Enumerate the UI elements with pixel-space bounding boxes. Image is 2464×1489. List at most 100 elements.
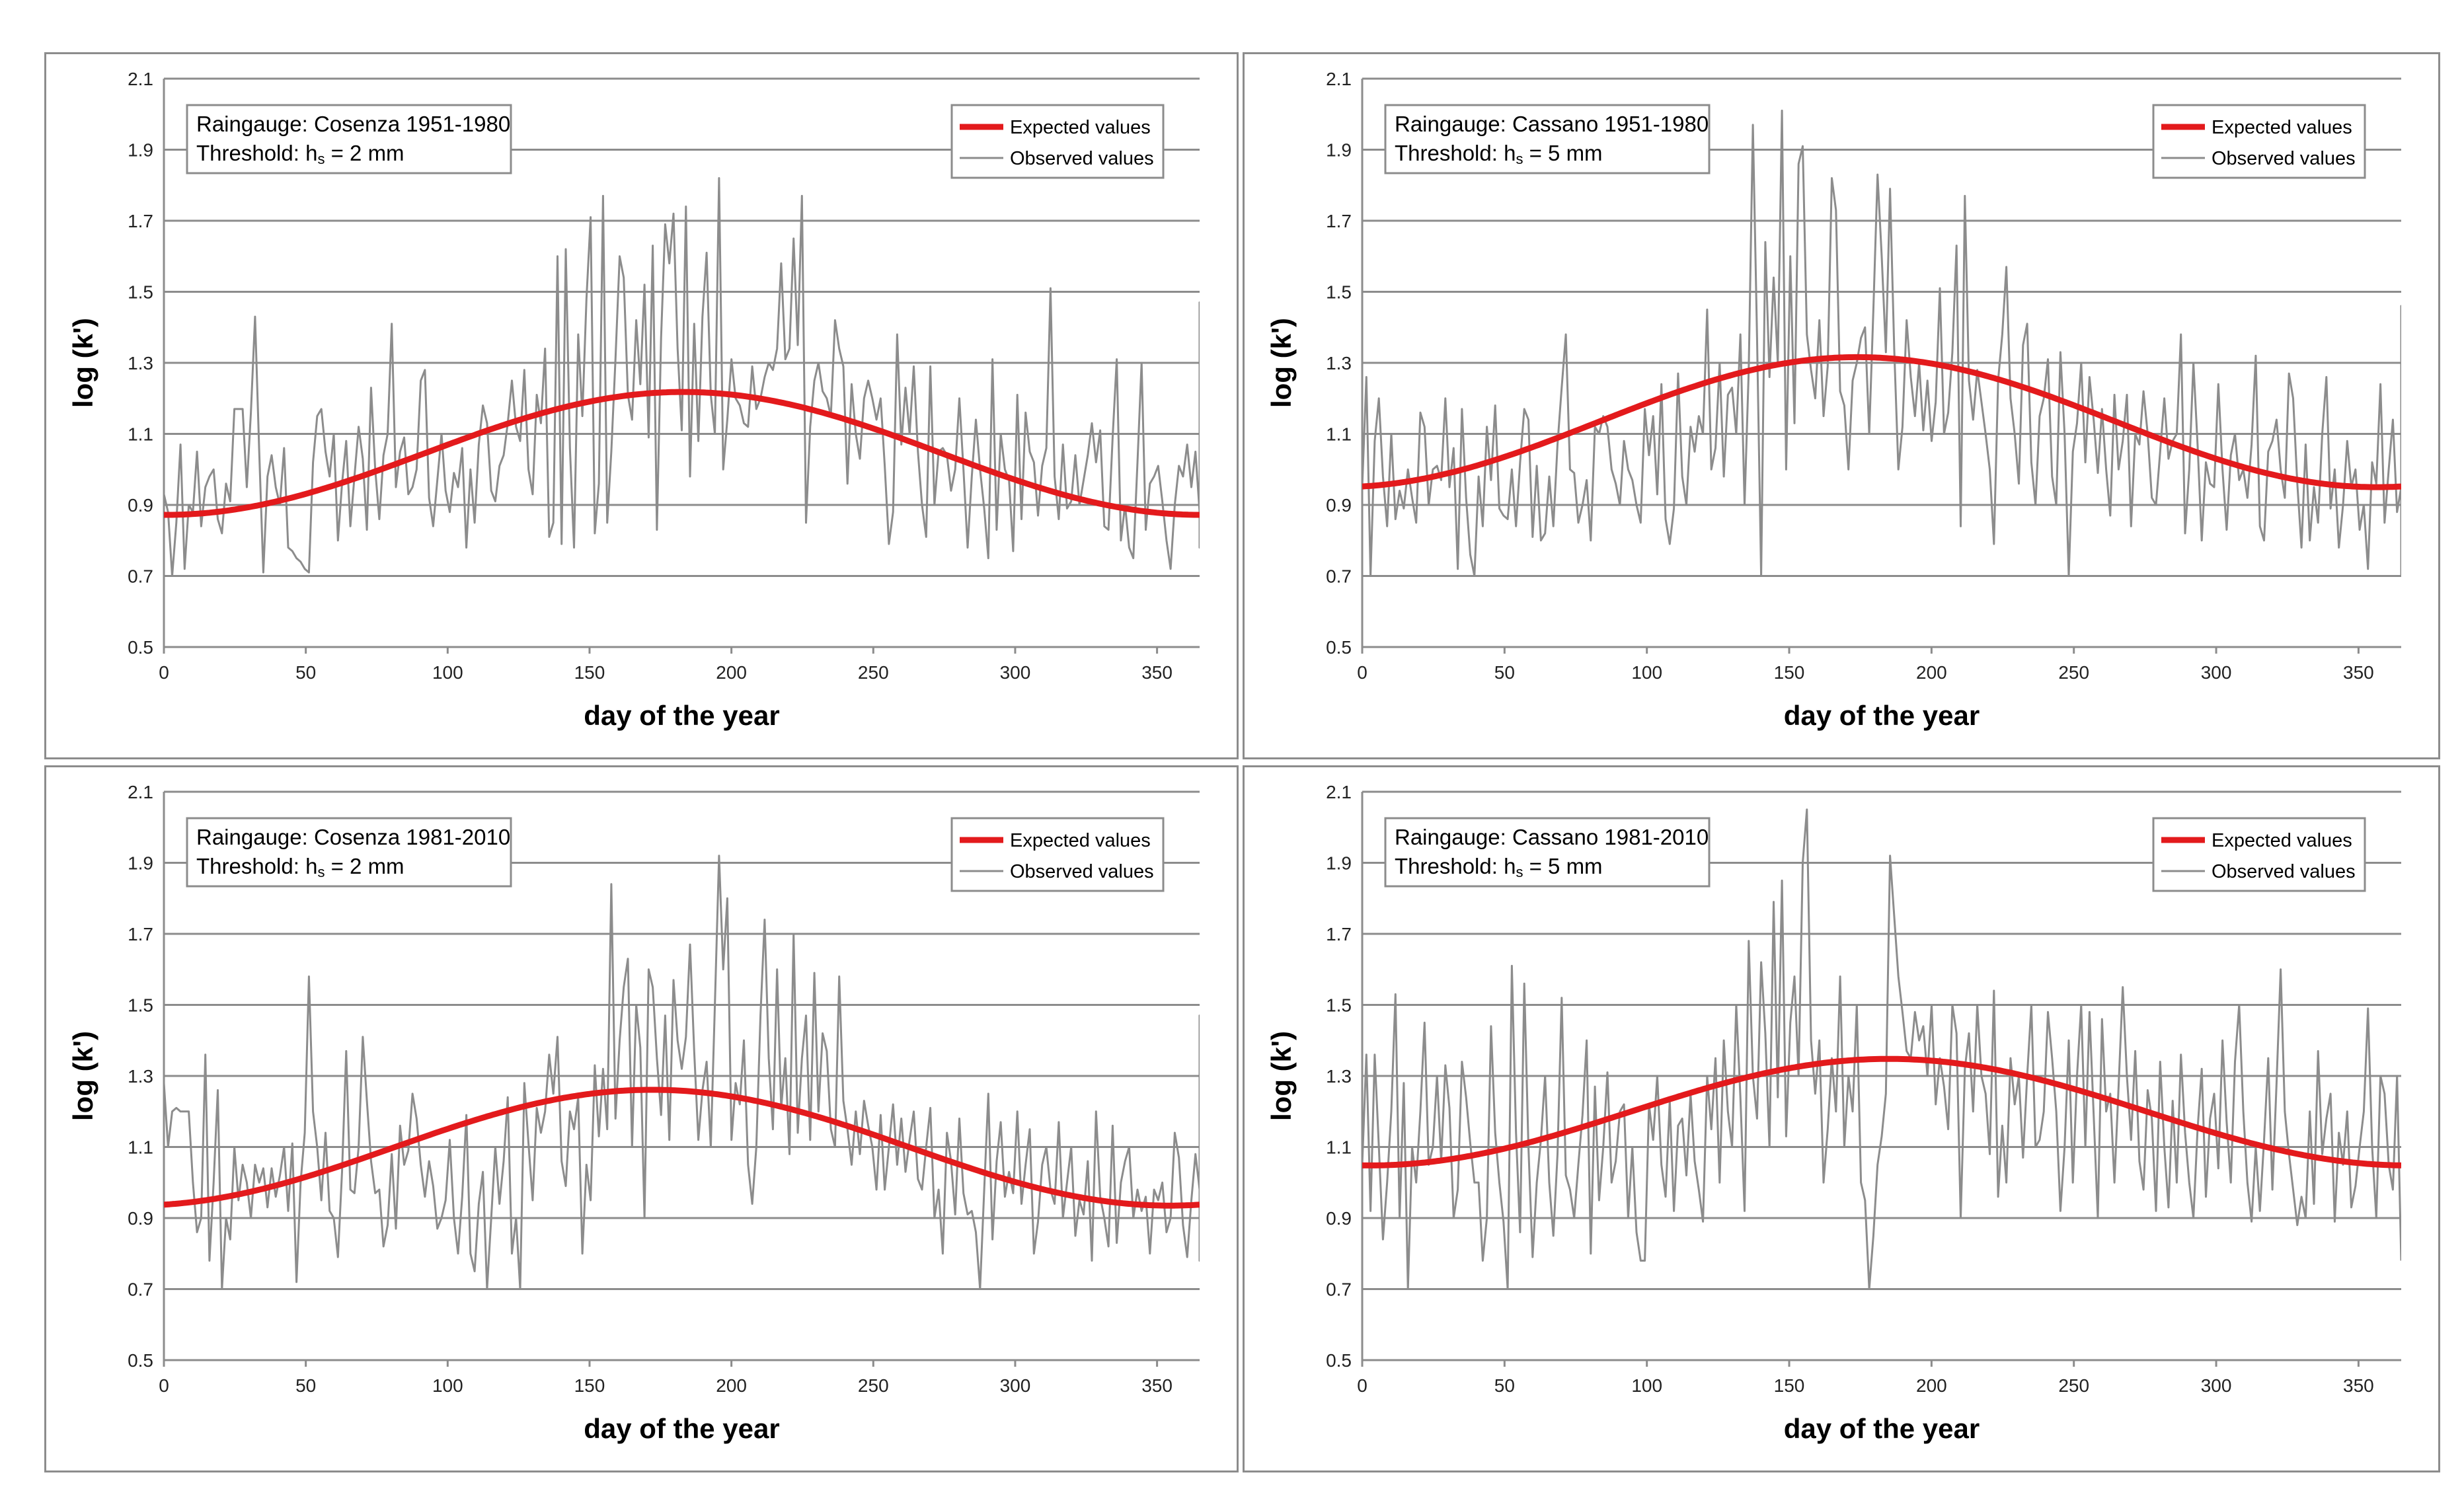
y-axis-title: log (k') — [1266, 318, 1297, 408]
x-tick-label: 350 — [2343, 1375, 2374, 1396]
legend-label-expected: Expected values — [1010, 117, 1151, 138]
observed-values-line — [164, 855, 1200, 1290]
legend-label-expected: Expected values — [1010, 830, 1151, 851]
info-box — [1384, 104, 1711, 174]
x-axis-title: day of the year — [584, 1413, 779, 1444]
x-axis-title: day of the year — [1784, 700, 1980, 731]
y-tick-label: 0.5 — [1326, 1350, 1352, 1371]
x-tick-label: 0 — [159, 1375, 169, 1396]
x-tick-label: 300 — [1000, 1375, 1031, 1396]
y-tick-label: 1.1 — [128, 424, 153, 445]
x-tick-label: 250 — [2058, 1375, 2089, 1396]
chart-svg: 0.5 0.7 0.9 1.1 1.3 1.5 1.7 1.9 2.1 0 50 100 150 200 2… — [67, 782, 1200, 1444]
y-tick-label: 2.1 — [128, 782, 153, 802]
y-tick-label: 0.5 — [1326, 637, 1352, 658]
x-axis-title: day of the year — [584, 700, 779, 731]
y-tick-label: 1.3 — [128, 1066, 153, 1087]
legend-box — [2152, 104, 2366, 179]
x-tick-label: 50 — [1494, 1375, 1515, 1396]
chart-svg: 0.5 0.7 0.9 1.1 1.3 1.5 1.7 1.9 2.1 0 50 100 150 200 2… — [1266, 782, 2401, 1444]
y-tick-label: 1.7 — [128, 211, 153, 231]
y-tick-label: 1.3 — [128, 353, 153, 373]
y-tick-label: 1.3 — [1326, 353, 1352, 373]
x-tick-label: 100 — [1631, 1375, 1662, 1396]
y-tick-label: 1.1 — [1326, 424, 1352, 445]
x-tick-label: 50 — [295, 1375, 316, 1396]
observed-values-line — [1362, 808, 2401, 1290]
x-tick-label: 0 — [1357, 662, 1367, 683]
x-tick-label: 0 — [1357, 1375, 1367, 1396]
station-label: Raingauge: Cosenza 1981-2010 — [196, 825, 510, 849]
legend-label-observed: Observed values — [2212, 861, 2356, 882]
x-tick-label: 100 — [432, 662, 463, 683]
y-tick-label: 2.1 — [128, 69, 153, 89]
x-tick-label: 200 — [1916, 1375, 1947, 1396]
x-tick-label: 250 — [858, 1375, 889, 1396]
y-tick-label: 0.5 — [128, 1350, 153, 1371]
x-tick-label: 350 — [2343, 662, 2374, 683]
station-label: Raingauge: Cassano 1951-1980 — [1395, 112, 1709, 136]
legend-label-observed: Observed values — [1010, 148, 1154, 169]
y-tick-label: 2.1 — [1326, 69, 1352, 89]
y-tick-label: 1.7 — [1326, 924, 1352, 944]
x-tick-label: 350 — [1141, 1375, 1173, 1396]
y-axis-title: log (k') — [1266, 1031, 1297, 1121]
legend-box — [950, 104, 1165, 179]
threshold-label: Threshold: hs = 2 mm — [196, 854, 404, 880]
y-tick-label: 0.9 — [1326, 1208, 1352, 1229]
y-tick-label: 1.1 — [1326, 1137, 1352, 1158]
x-tick-label: 150 — [1774, 1375, 1805, 1396]
y-tick-label: 2.1 — [1326, 782, 1352, 802]
x-tick-label: 50 — [295, 662, 316, 683]
y-tick-label: 0.7 — [1326, 1279, 1352, 1300]
expected-values-line — [164, 1087, 1200, 1209]
x-tick-label: 100 — [1631, 662, 1662, 683]
legend-box — [950, 817, 1165, 892]
y-tick-label: 1.9 — [128, 853, 153, 874]
chart-panel-cassano-1951-1980: 0.5 0.7 0.9 1.1 1.3 1.5 1.7 1.9 2.1 0 50 100 150 200 2… — [1243, 52, 2440, 759]
y-tick-label: 1.3 — [1326, 1066, 1352, 1087]
x-tick-label: 300 — [1000, 662, 1031, 683]
y-axis-title: log (k') — [67, 318, 98, 408]
y-tick-label: 1.7 — [128, 924, 153, 944]
y-tick-label: 0.7 — [1326, 566, 1352, 587]
x-tick-label: 250 — [2058, 662, 2089, 683]
x-tick-label: 350 — [1141, 662, 1173, 683]
info-box — [186, 817, 512, 888]
legend-label-expected: Expected values — [2212, 117, 2352, 138]
y-tick-label: 1.7 — [1326, 211, 1352, 231]
y-tick-label: 1.9 — [128, 140, 153, 161]
station-label: Raingauge: Cosenza 1951-1980 — [196, 112, 510, 136]
y-tick-label: 1.5 — [1326, 282, 1352, 303]
threshold-label: Threshold: hs = 2 mm — [196, 141, 404, 167]
info-box — [186, 104, 512, 174]
x-tick-label: 200 — [716, 1375, 747, 1396]
x-tick-label: 0 — [159, 662, 169, 683]
y-tick-label: 1.5 — [1326, 995, 1352, 1016]
y-tick-label: 1.9 — [1326, 853, 1352, 874]
x-tick-label: 150 — [574, 662, 605, 683]
station-label: Raingauge: Cassano 1981-2010 — [1395, 825, 1709, 849]
legend-label-expected: Expected values — [2212, 830, 2352, 851]
observed-values-line — [164, 177, 1200, 577]
y-tick-label: 0.7 — [128, 1279, 153, 1300]
y-tick-label: 0.5 — [128, 637, 153, 658]
legend-label-observed: Observed values — [1010, 861, 1154, 882]
x-tick-label: 50 — [1494, 662, 1515, 683]
legend-box — [2152, 817, 2366, 892]
x-tick-label: 300 — [2201, 662, 2232, 683]
y-tick-label: 0.9 — [128, 1208, 153, 1229]
threshold-label: Threshold: hs = 5 mm — [1395, 141, 1603, 167]
y-tick-label: 1.1 — [128, 1137, 153, 1158]
x-axis-title: day of the year — [1784, 1413, 1980, 1444]
x-tick-label: 300 — [2201, 1375, 2232, 1396]
x-tick-label: 100 — [432, 1375, 463, 1396]
x-tick-label: 150 — [574, 1375, 605, 1396]
expected-values-line — [164, 389, 1200, 518]
chart-svg: 0.5 0.7 0.9 1.1 1.3 1.5 1.7 1.9 2.1 0 50 100 150 200 2… — [67, 69, 1200, 731]
expected-values-line — [1362, 354, 2401, 490]
info-box — [1384, 817, 1711, 888]
observed-values-line — [1362, 109, 2401, 577]
y-tick-label: 1.5 — [128, 995, 153, 1016]
